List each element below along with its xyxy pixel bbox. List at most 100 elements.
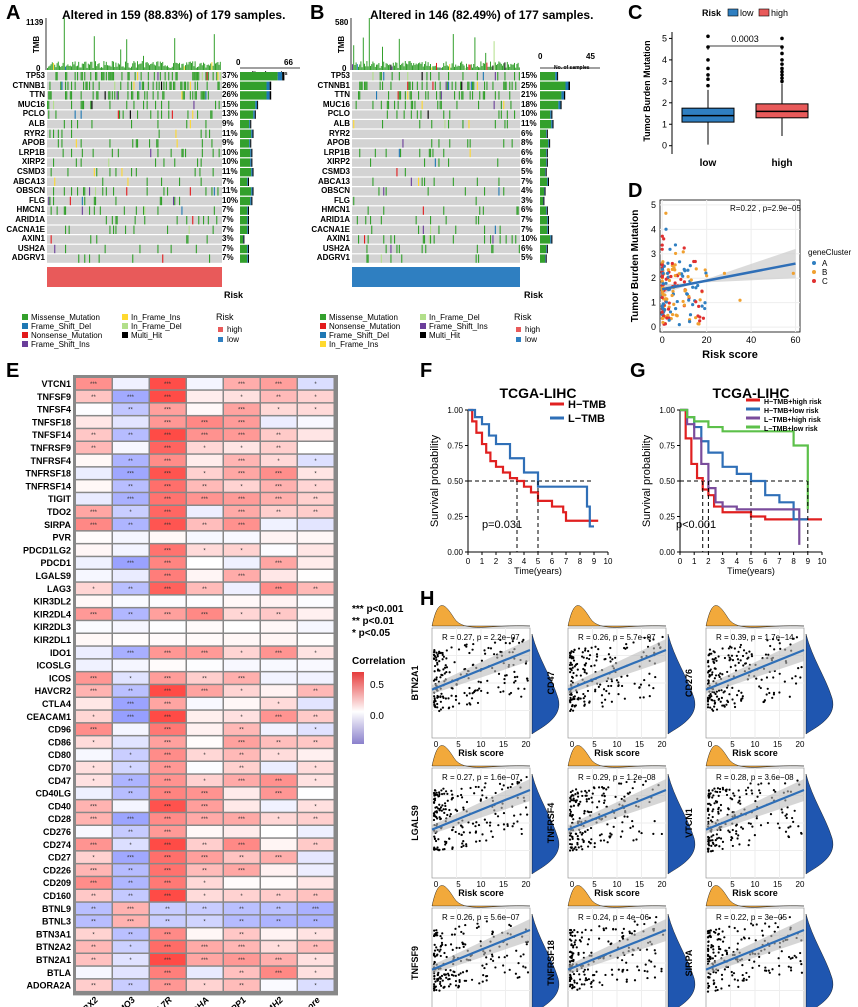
d-point	[687, 294, 691, 299]
h-point	[584, 977, 588, 980]
side-bar-seg	[546, 206, 548, 215]
e-cell-stars: ***	[164, 856, 172, 862]
oncoplot-cell	[366, 81, 368, 90]
h-point	[450, 973, 454, 976]
e-cell	[76, 826, 112, 838]
h-point	[461, 941, 464, 944]
tmb-bar	[97, 64, 99, 70]
oncoplot-cell	[218, 148, 220, 158]
e-cell	[298, 403, 334, 415]
h-point	[733, 702, 736, 705]
e-cell	[150, 557, 186, 569]
h-point	[714, 989, 717, 992]
h-point	[725, 949, 728, 952]
oncoplot-cell	[49, 129, 51, 138]
d-point	[679, 277, 683, 282]
tmb-bar	[114, 67, 116, 70]
side-bar-seg	[247, 225, 249, 234]
h-point	[603, 795, 606, 798]
h-point	[476, 922, 479, 925]
side-bar-seg	[547, 216, 548, 225]
e-row-label: ADORA2A	[26, 981, 71, 991]
h-point	[439, 806, 443, 809]
h-point	[584, 789, 587, 793]
h-point	[610, 942, 613, 945]
oncoplot-cell	[412, 100, 414, 110]
oncoplot-cell	[74, 72, 76, 81]
e-cell	[261, 531, 297, 543]
oncoplot-cell	[181, 206, 183, 215]
oncoplot-cell	[201, 139, 203, 148]
oncoplot-cell	[430, 225, 432, 234]
e-cell-stars: ***	[275, 792, 283, 798]
d-point	[667, 301, 671, 305]
side-bar-seg	[546, 244, 548, 254]
e-cell	[187, 557, 223, 569]
h-point	[450, 798, 453, 801]
h-point	[706, 661, 710, 664]
e-cell	[261, 877, 297, 889]
h-point	[717, 697, 721, 700]
tmb-bar	[209, 65, 210, 70]
e-cell	[76, 646, 112, 659]
h-point	[587, 789, 591, 792]
oncoplot-row-bg	[47, 254, 222, 263]
h-point	[707, 670, 710, 673]
tmb-bar	[389, 64, 391, 70]
h-point	[707, 936, 710, 939]
h-point	[524, 966, 527, 969]
h-point	[443, 951, 446, 955]
h-point	[714, 928, 718, 931]
oncoplot-cell	[197, 72, 199, 81]
tmb-bar	[206, 64, 208, 70]
e-cell-stars: **	[91, 395, 96, 401]
oncoplot-cell	[146, 177, 148, 186]
d-point	[664, 281, 668, 285]
oncoplot-cell	[91, 100, 93, 110]
h-point	[433, 654, 437, 658]
e-cell	[187, 749, 223, 761]
h-point	[458, 702, 461, 705]
tmb-bar	[138, 64, 140, 70]
e-cell-stars: *	[203, 920, 206, 926]
oncoplot-cell	[444, 120, 446, 129]
h-point	[601, 794, 604, 797]
oncoplot-cell	[192, 110, 194, 119]
side-bar-seg	[551, 120, 553, 129]
h-point	[759, 686, 762, 690]
side-bar-seg	[543, 196, 545, 206]
oncoplot-cell	[391, 72, 393, 81]
h-xtick-label: 20	[522, 740, 531, 749]
oncoplot-cell	[89, 206, 91, 215]
tmb-bar	[120, 49, 122, 70]
oncoplot-cell	[445, 81, 447, 90]
oncoplot-cell	[117, 110, 119, 119]
oncoplot-cell	[109, 91, 111, 100]
oncoplot-cell	[105, 216, 107, 225]
e-cell	[187, 864, 223, 876]
d-point	[660, 267, 665, 271]
d-point	[662, 237, 666, 241]
h-point	[751, 966, 754, 969]
h-point	[733, 705, 737, 709]
e-cell-stars: ***	[238, 574, 246, 580]
h-point	[460, 787, 463, 790]
g-curve	[680, 408, 822, 521]
e-cell-stars: ***	[164, 958, 172, 964]
oncoplot-cell	[510, 100, 512, 110]
e-row-label: TIGIT	[48, 494, 71, 504]
e-cell	[261, 621, 297, 633]
h-point	[744, 662, 747, 665]
h-point	[728, 693, 731, 696]
e-cell	[187, 506, 223, 518]
e-cell	[150, 826, 186, 838]
tmb-bar	[101, 67, 102, 70]
oncoplot-cell	[372, 72, 374, 81]
h-point	[632, 839, 635, 842]
tmb-bar	[55, 67, 57, 70]
oncoplot-cell	[379, 81, 381, 90]
h-point	[465, 969, 468, 972]
e-cell	[224, 890, 260, 902]
e-row-label: SIRPA	[44, 520, 71, 530]
side-bar-seg	[544, 187, 546, 196]
